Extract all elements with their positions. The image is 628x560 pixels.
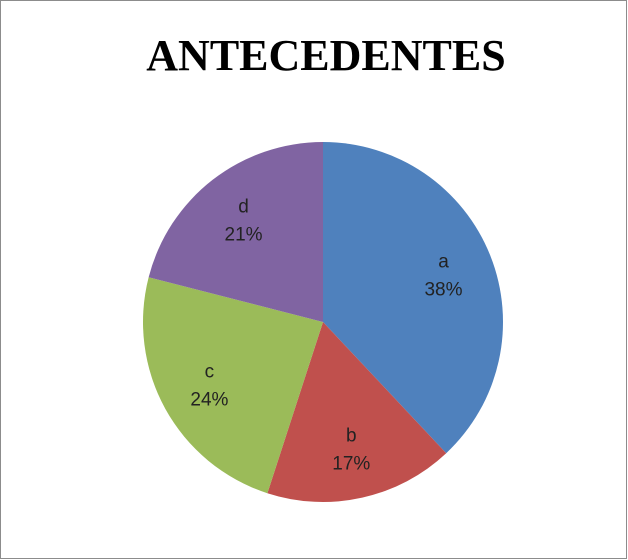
pie-slice — [148, 142, 323, 322]
chart-title: ANTECEDENTES — [146, 31, 505, 80]
slice-value-label: 24% — [190, 389, 228, 410]
slice-value-label: 38% — [424, 279, 462, 300]
slice-category-label: b — [346, 425, 357, 446]
pie-slice — [267, 322, 447, 502]
slice-category-label: c — [205, 361, 215, 382]
slice-category-label: a — [438, 251, 449, 272]
slice-value-label: 17% — [332, 453, 370, 474]
slice-category-label: d — [238, 197, 249, 218]
slice-value-label: 21% — [225, 225, 263, 246]
pie-slice — [142, 277, 323, 494]
pie-slice — [323, 142, 503, 454]
